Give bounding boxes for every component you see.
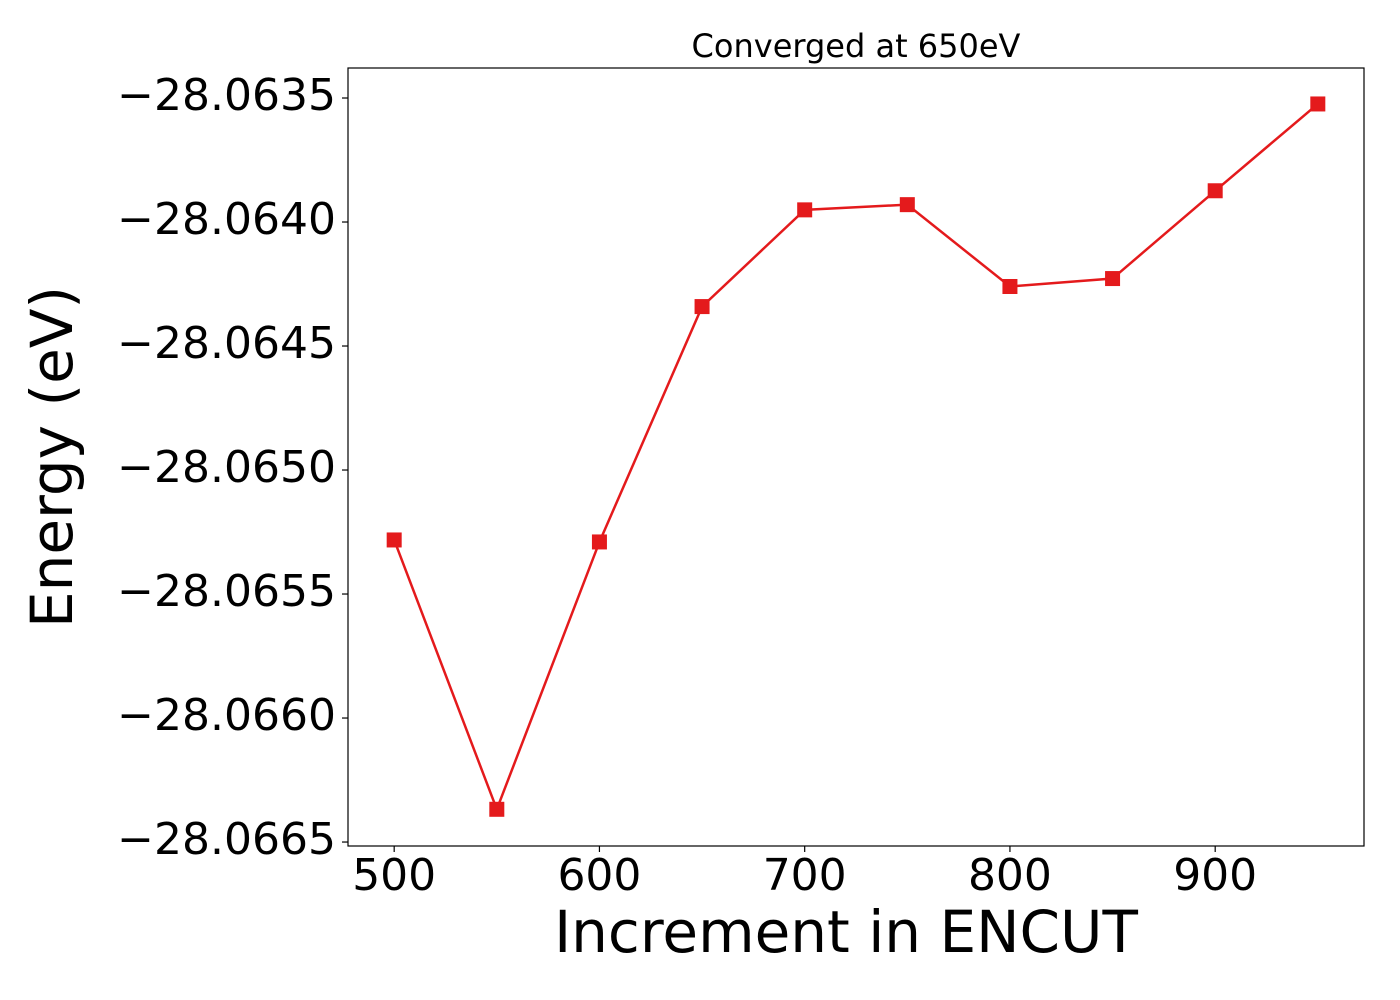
y-tick-label: −28.0645: [117, 318, 336, 369]
data-point: [1105, 271, 1121, 287]
y-tick-label: −28.0660: [117, 690, 336, 741]
data-point: [591, 534, 607, 550]
y-tick-label: −28.0635: [117, 70, 336, 121]
plot-frame: [347, 67, 1365, 847]
data-point: [1310, 96, 1326, 112]
y-tick-label: −28.0665: [117, 814, 336, 865]
x-tick-label: 800: [968, 850, 1052, 901]
chart-title: Converged at 650eV: [692, 27, 1021, 65]
x-tick-label: 600: [557, 850, 641, 901]
data-point: [694, 299, 710, 315]
x-tick-label: 900: [1173, 850, 1257, 901]
y-tick-label: −28.0640: [117, 194, 336, 245]
data-point: [1002, 278, 1018, 294]
data-point: [489, 801, 505, 817]
data-point: [1207, 183, 1223, 199]
x-tick-label: 500: [352, 850, 436, 901]
series-line: [393, 103, 1319, 813]
y-tick-label: −28.0650: [117, 442, 336, 493]
data-point: [899, 197, 915, 213]
data-point: [797, 202, 813, 218]
data-point: [386, 532, 402, 548]
x-axis-label: Increment in ENCUT: [554, 898, 1138, 966]
y-tick-label: −28.0655: [117, 566, 336, 617]
y-axis-label: Energy (eV): [18, 286, 86, 628]
x-tick-label: 700: [763, 850, 847, 901]
